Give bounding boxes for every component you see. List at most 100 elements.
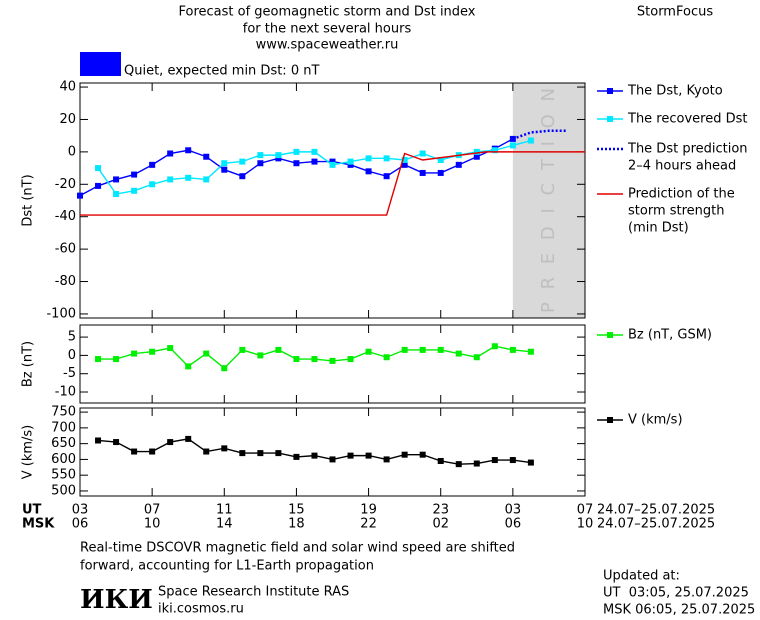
series-marker (95, 182, 102, 189)
series-marker (113, 356, 120, 363)
x-tick-label: 06 (72, 517, 89, 532)
y-axis-label: V (km/s) (21, 425, 36, 480)
series-marker (455, 161, 462, 168)
series-marker (167, 439, 174, 446)
series-marker (527, 137, 534, 144)
series-marker (437, 346, 444, 353)
plot-frame (79, 324, 586, 404)
x-tick-label: 22 (360, 517, 377, 532)
x-tick-label: 19 (360, 503, 377, 518)
x-tick-label: 15 (288, 503, 305, 518)
x-tick-label: 07 (144, 503, 161, 518)
series-marker (221, 160, 228, 167)
series-marker (311, 158, 318, 165)
series-marker (275, 152, 282, 159)
series-marker (401, 451, 408, 458)
y-tick-label: -20 (55, 177, 76, 192)
x-tick-label: 03 (505, 503, 522, 518)
series-marker (221, 166, 228, 173)
series-marker (311, 452, 318, 459)
series-marker (347, 158, 354, 165)
series-marker (149, 181, 156, 188)
series-marker (527, 348, 534, 355)
series-marker (293, 148, 300, 155)
series-marker (257, 450, 264, 457)
series-marker (383, 354, 390, 361)
series-marker (275, 450, 282, 457)
series-line (80, 151, 585, 216)
x-tick-label: 10 (144, 517, 161, 532)
series-marker (437, 457, 444, 464)
series-marker (203, 176, 210, 183)
series-marker (95, 165, 102, 172)
ut-label: UT (22, 503, 42, 518)
legend-marker (607, 332, 613, 338)
msk-label: MSK (22, 517, 55, 532)
series-marker (365, 155, 372, 162)
x-tick-label: 02 (432, 517, 449, 532)
legend-label: V (km/s) (628, 413, 683, 428)
series-marker (149, 348, 156, 355)
brand: StormFocus (637, 5, 713, 20)
updated-label: Updated at: (603, 569, 680, 584)
series-marker (131, 448, 138, 455)
series-marker (257, 152, 264, 159)
title: www.spaceweather.ru (256, 38, 399, 53)
prediction-band (512, 83, 585, 318)
note: Real-time DSCOVR magnetic field and sola… (80, 541, 515, 556)
legend-label: Bz (nT, GSM) (628, 328, 712, 343)
legend-label: The Dst, Kyoto (627, 84, 723, 99)
series-marker (509, 457, 516, 464)
series-marker (203, 350, 210, 357)
series-line (97, 438, 531, 465)
series-marker (419, 451, 426, 458)
y-tick-label: -40 (55, 209, 76, 224)
series-marker (527, 459, 534, 466)
y-tick-label: -5 (63, 366, 76, 381)
series-marker (131, 171, 138, 178)
series-marker (509, 142, 516, 149)
series-marker (131, 187, 138, 194)
series-marker (473, 153, 480, 160)
y-axis-label: Dst (nT) (21, 174, 36, 226)
series-marker (95, 356, 102, 363)
series-marker (221, 365, 228, 372)
series-marker (167, 345, 174, 352)
series-marker (329, 158, 336, 165)
x-tick-label: 07 (577, 503, 594, 518)
series-marker (437, 169, 444, 176)
series-marker (419, 169, 426, 176)
series-marker (365, 348, 372, 355)
updated-msk: MSK 06:05, 25.07.2025 (603, 603, 755, 618)
site: iki.cosmos.ru (158, 602, 244, 617)
y-tick-label: 700 (51, 420, 76, 435)
y-tick-label: 0 (68, 144, 76, 159)
series-marker (329, 357, 336, 364)
y-tick-label: 20 (59, 112, 76, 127)
series-marker (347, 161, 354, 168)
series-marker (149, 448, 156, 455)
y-tick-label: 600 (51, 452, 76, 467)
note: forward, accounting for L1-Earth propaga… (80, 559, 374, 574)
y-tick-label: 0 (68, 348, 76, 363)
series-marker (293, 160, 300, 167)
y-tick-label: 5 (68, 330, 76, 345)
series-marker (257, 160, 264, 167)
series-marker (491, 147, 498, 154)
series-marker (239, 346, 246, 353)
series-line (512, 129, 567, 141)
series-marker (455, 461, 462, 468)
y-tick-label: 650 (51, 436, 76, 451)
series-marker (167, 150, 174, 157)
series-marker (203, 448, 210, 455)
y-tick-label: -10 (55, 385, 76, 400)
series-marker (437, 156, 444, 163)
series-marker (419, 346, 426, 353)
series-marker (293, 453, 300, 460)
series-marker (455, 350, 462, 357)
x-tick-label: 03 (72, 503, 89, 518)
series-marker (347, 452, 354, 459)
series-marker (419, 150, 426, 157)
series-line (97, 139, 532, 195)
